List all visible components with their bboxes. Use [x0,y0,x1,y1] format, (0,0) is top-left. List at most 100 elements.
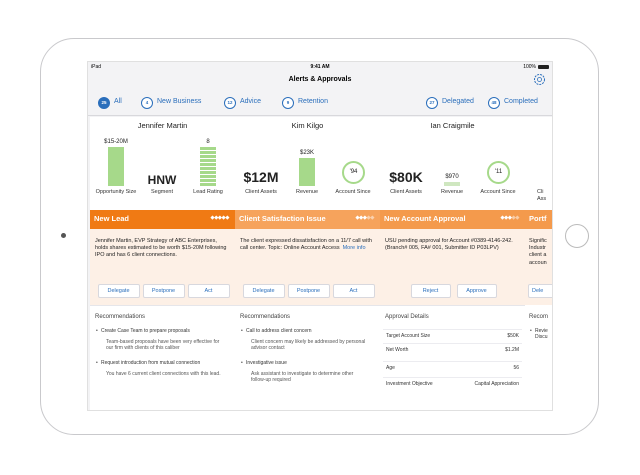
metric-label: Account Since [335,189,371,195]
tab-count: 4 [141,97,153,109]
metric-value: 8 [206,139,210,145]
recommendation: Discu [535,334,548,340]
tab[interactable]: 27 Delegated [426,97,481,109]
metric-value: $23K [299,150,314,156]
bullet: • [530,328,532,334]
alert-description: client a [529,252,547,259]
metric-label: Cli [537,189,544,195]
priority-icons: ◆◆◆◆◆ [500,215,519,221]
alert-band [525,210,552,229]
action-button[interactable]: Act [332,284,375,298]
alert-title: Client Satisfaction Issue [239,214,326,223]
alert-description: USU pending approval for Account #0389-4… [385,238,513,252]
tab[interactable]: 12 Advice [224,97,279,109]
alert-description: accoun [529,259,547,266]
section-divider [380,305,525,306]
metric-ring: '11 [487,161,510,184]
recommendation: Call to address client concern [246,328,312,334]
detail-label: Target Account Size [386,333,431,339]
action-button[interactable]: Postpone [287,284,330,298]
time: 9:41 AM [310,64,330,70]
tab[interactable]: 9 Retention [282,97,337,109]
alert-description: Signific [529,238,547,244]
metric-label: Client Assets [390,189,422,195]
tab-count: 48 [488,97,500,109]
tab-label: Completed [504,98,538,105]
detail-row-divider [383,361,522,362]
bullet: • [96,360,98,366]
more-info-link[interactable]: More info [342,245,366,252]
action-button[interactable]: Postpone [142,284,185,298]
recommendation-note: Client concern may likely be addressed b… [251,339,366,351]
metric-value: HNW [147,173,177,187]
section-title: Approval Details [385,314,429,320]
recommendation-note: You have 6 current client connections wi… [106,371,221,377]
tab[interactable]: 48 Completed [488,97,543,109]
recommendation: Request introduction from mutual connect… [101,360,201,366]
action-button[interactable]: Act [187,284,230,298]
recommendation: Investigative issue [246,360,287,366]
metric-value: $15-20M [104,139,128,145]
tab[interactable]: 25 All [98,97,153,109]
alert-description: Jennifer Martin, EVP Strategy of ABC Ent… [95,238,227,259]
battery-text: 100% [523,64,536,70]
bullet: • [241,328,243,334]
action-button[interactable]: Approve [456,284,497,298]
tab-label: All [114,98,122,105]
alert-description: The client expressed dissatisfaction on … [240,238,372,252]
card: Jennifer Martin Opportunity Size $15-20M Se… [90,117,236,410]
action-button[interactable]: Delegate [97,284,140,298]
card: Kim Kilgo Client Assets $12M Revenue $23K Acc… [235,117,381,410]
recommendation: Revie [535,328,548,334]
detail-label: Investment Objective [386,381,433,387]
detail-row-divider [383,377,522,378]
action-button[interactable]: Reject [410,284,451,298]
settings-icon[interactable] [533,73,546,86]
metric-label: Account Since [480,189,516,195]
alert-title: Portf [529,214,547,223]
tab-count: 9 [282,97,294,109]
battery-icon [538,65,549,69]
detail-background [380,229,525,305]
recommendation: Create Case Team to prepare proposals [101,328,190,334]
camera [61,233,66,238]
bullet: • [96,328,98,334]
tab-label: Retention [298,98,328,105]
tab[interactable]: 4 New Business [141,97,211,109]
metric-label: Lead Rating [193,189,223,195]
metric-ring: '94 [342,161,365,184]
section-title: Recommendations [240,314,291,320]
metric-label: Opportunity Size [95,189,137,195]
recommendation-note: Team-based proposals have been very effe… [106,339,220,351]
metric-value: $80K [389,169,423,185]
tab-count: 27 [426,97,438,109]
priority-icons: ◆◆◆◆◆ [210,215,229,221]
contact-name: Kim Kilgo [291,121,324,130]
contact-name: Jennifer Martin [137,121,188,130]
metric-label: Revenue [440,189,464,195]
metric-bar [299,158,315,186]
section-divider [90,305,235,306]
tab-label: Advice [240,98,262,105]
metric-label: Revenue [295,189,319,195]
tab-label: New Business [157,98,202,105]
alert-band [90,210,235,229]
action-button[interactable]: Dele [528,284,552,298]
home-button[interactable] [565,224,589,248]
metric-value: $970 [445,174,459,180]
tab-count: 25 [98,97,110,109]
section-divider [235,305,380,306]
tab-label: Delegated [442,98,474,105]
detail-row-divider [383,343,522,344]
alert-description: Industr [529,245,546,252]
recommendation-note: Ask assistant to investigate to determin… [251,371,354,383]
action-button[interactable]: Delegate [242,284,285,298]
metric-value: $12M [243,169,279,185]
detail-row-divider [383,329,522,330]
bullet: • [241,360,243,366]
priority-icons: ◆◆◆◆◆ [355,215,374,221]
metric-label: Ass [537,195,547,202]
tab-count: 12 [224,97,236,109]
screen: iPad 9:41 AM 100% Alerts & Approvals 25 A… [87,61,553,411]
